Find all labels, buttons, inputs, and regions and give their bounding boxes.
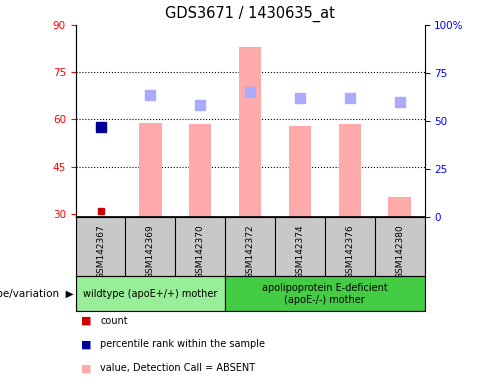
- Text: GSM142374: GSM142374: [295, 224, 305, 279]
- Bar: [239, 47, 261, 217]
- Text: wildtype (apoE+/+) mother: wildtype (apoE+/+) mother: [83, 289, 218, 299]
- Text: GSM142370: GSM142370: [196, 224, 205, 279]
- Bar: [76, 276, 225, 311]
- Text: GSM142369: GSM142369: [146, 224, 155, 279]
- Text: ■: ■: [81, 363, 91, 373]
- Bar: [225, 276, 425, 311]
- Text: GSM142367: GSM142367: [96, 224, 105, 279]
- Bar: [189, 209, 211, 217]
- Text: ■: ■: [81, 339, 91, 349]
- Text: ■: ■: [81, 316, 91, 326]
- Bar: [289, 126, 311, 217]
- Text: GSM142380: GSM142380: [395, 224, 404, 279]
- Text: GSM142376: GSM142376: [346, 224, 354, 279]
- Bar: [388, 197, 411, 217]
- Bar: [139, 122, 162, 217]
- Text: count: count: [100, 316, 128, 326]
- Text: value, Detection Call = ABSENT: value, Detection Call = ABSENT: [100, 363, 255, 373]
- Text: GSM142372: GSM142372: [245, 224, 255, 279]
- Bar: [339, 124, 361, 217]
- Text: genotype/variation  ▶: genotype/variation ▶: [0, 289, 73, 299]
- Text: apolipoprotein E-deficient
(apoE-/-) mother: apolipoprotein E-deficient (apoE-/-) mot…: [262, 283, 388, 305]
- Bar: [189, 124, 211, 217]
- Title: GDS3671 / 1430635_at: GDS3671 / 1430635_at: [165, 6, 335, 22]
- Text: percentile rank within the sample: percentile rank within the sample: [100, 339, 265, 349]
